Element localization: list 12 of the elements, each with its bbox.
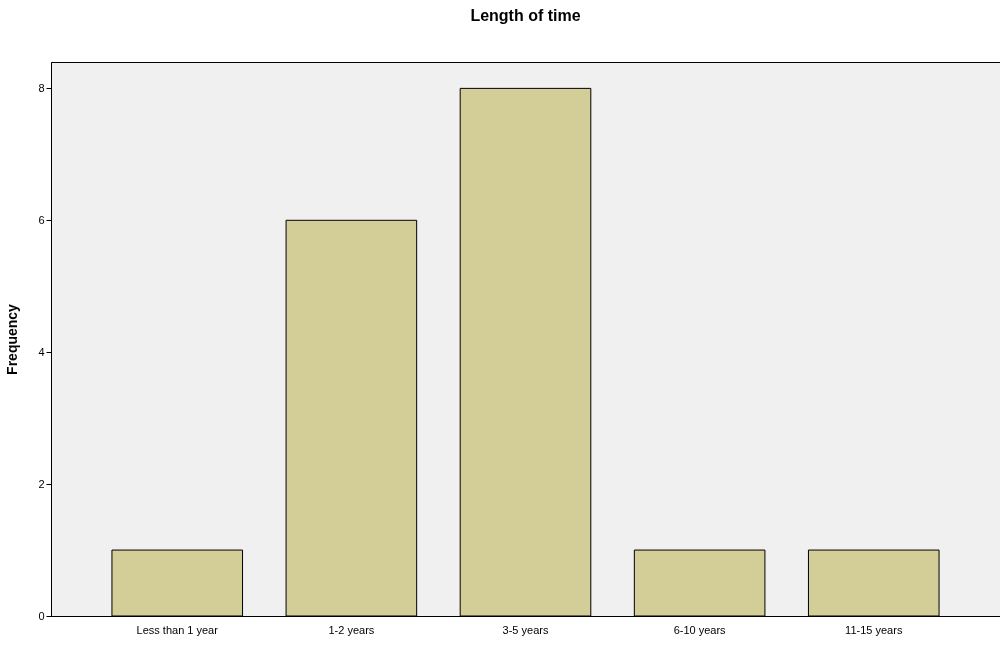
x-tick-label: 6-10 years xyxy=(673,623,727,636)
y-tick-label: 2 xyxy=(38,477,45,490)
x-tick-label: 3-5 years xyxy=(502,623,549,636)
y-tick-label: 0 xyxy=(38,609,45,622)
y-tick-label: 6 xyxy=(38,213,45,226)
x-tick-label: Less than 1 year xyxy=(136,623,219,636)
chart-title: Length of time xyxy=(470,7,581,24)
x-tick-label: 1-2 years xyxy=(328,623,375,636)
y-tick-label: 8 xyxy=(38,81,45,94)
y-tick-label: 4 xyxy=(38,345,45,358)
x-tick-label: 11-15 years xyxy=(845,623,903,636)
y-axis-title: Frequency xyxy=(4,303,21,375)
